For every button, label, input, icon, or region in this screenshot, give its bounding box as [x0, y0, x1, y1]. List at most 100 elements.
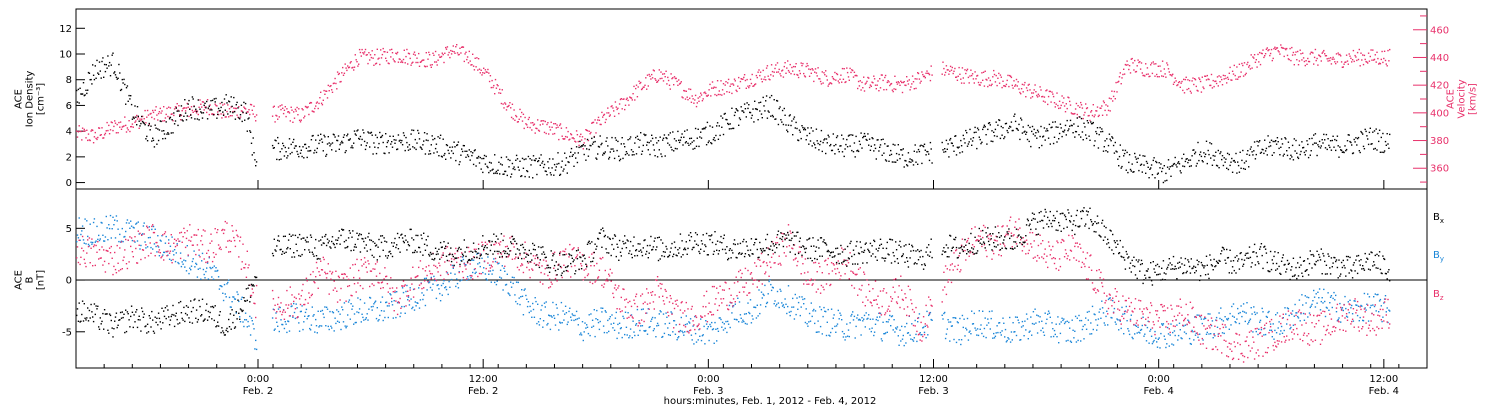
density-series-point: [1053, 136, 1056, 138]
density-series-point: [779, 106, 781, 108]
density-series-point: [208, 105, 210, 107]
by-series-point: [1123, 333, 1125, 335]
bz-series-point: [173, 242, 175, 244]
by-series-point: [905, 342, 907, 344]
density-series-point: [1335, 149, 1337, 152]
density-series-point: [773, 99, 775, 101]
density-series-point: [1193, 149, 1195, 151]
velocity-series-point: [417, 61, 419, 64]
by-series-point: [761, 297, 763, 299]
by-series-point: [608, 318, 611, 320]
velocity-series-point: [894, 75, 896, 77]
by-series-point: [679, 329, 682, 332]
density-series-point: [417, 129, 419, 132]
by-series-point: [683, 334, 685, 336]
by-series-point: [831, 327, 834, 330]
by-series-point: [293, 302, 295, 305]
by-series-point: [593, 309, 595, 311]
density-series-point: [855, 135, 857, 138]
density-series-point: [639, 139, 641, 141]
by-series-point: [1093, 313, 1095, 315]
by-series-point: [1352, 320, 1355, 322]
density-series-point: [1204, 155, 1206, 158]
by-series-point: [437, 284, 439, 286]
bz-series-point: [222, 232, 225, 235]
density-series-point: [513, 166, 515, 168]
velocity-series-point: [776, 71, 778, 73]
velocity-series-point: [423, 59, 425, 61]
by-series-point: [369, 297, 372, 299]
velocity-series-point: [881, 74, 883, 76]
velocity-series-point: [777, 71, 780, 73]
density-series-point: [1236, 172, 1238, 174]
velocity-series-point: [814, 68, 817, 70]
velocity-series-point: [824, 74, 826, 76]
velocity-series-point: [454, 52, 456, 54]
density-series-point: [336, 139, 338, 142]
velocity-series-point: [722, 83, 725, 85]
by-series-point: [1147, 320, 1149, 322]
velocity-series-point: [110, 121, 112, 123]
velocity-series-point: [872, 82, 874, 84]
velocity-series-point: [1271, 59, 1273, 62]
density-series-point: [1130, 170, 1132, 172]
density-series-point: [299, 152, 302, 154]
by-series-point: [964, 335, 966, 337]
density-series-point: [123, 78, 125, 81]
density-series-point: [1185, 158, 1187, 160]
density-series-point: [355, 134, 357, 136]
by-series-point: [1149, 330, 1151, 332]
velocity-series-point: [279, 105, 281, 107]
density-series-point: [572, 154, 574, 156]
velocity-series-point: [124, 116, 126, 118]
velocity-series-point: [374, 63, 377, 65]
bz-series-point: [218, 248, 221, 250]
density-series-point: [240, 104, 243, 106]
density-series-point: [583, 153, 585, 156]
velocity-series-point: [1036, 96, 1039, 98]
velocity-series-point: [1189, 90, 1192, 92]
by-series-point: [1058, 323, 1061, 325]
velocity-tick-label: 360: [1430, 164, 1449, 175]
bz-series-point: [221, 229, 223, 232]
velocity-series-point: [449, 56, 451, 59]
by-series-point: [598, 328, 601, 331]
density-series-point: [648, 141, 650, 144]
bz-series-point: [241, 261, 243, 263]
density-series-point: [197, 99, 199, 101]
density-series-point: [135, 116, 137, 118]
density-series-point: [87, 71, 90, 74]
density-series-point: [702, 128, 704, 130]
by-series-point: [135, 223, 137, 225]
density-series-point: [1380, 136, 1382, 139]
velocity-series-point: [801, 64, 803, 67]
density-series-point: [1143, 164, 1145, 166]
by-series-point: [959, 317, 961, 320]
velocity-series-point: [463, 60, 465, 63]
bz-series-point: [147, 255, 150, 257]
velocity-series-point: [892, 90, 894, 93]
density-series-point: [479, 156, 481, 159]
velocity-series-point: [1175, 80, 1177, 82]
by-series-point: [1243, 311, 1246, 313]
by-series-point: [1163, 335, 1165, 337]
density-series-point: [1059, 123, 1062, 125]
velocity-series-point: [474, 57, 476, 59]
velocity-series-point: [93, 136, 96, 138]
by-series-point: [359, 298, 362, 301]
velocity-series-point: [100, 134, 102, 136]
bz-series-point: [229, 251, 232, 253]
velocity-series-point: [555, 127, 557, 129]
density-series-point: [137, 115, 139, 117]
density-series-point: [1330, 149, 1333, 151]
density-series-point: [441, 156, 443, 158]
by-series-point: [1033, 323, 1035, 325]
density-series-point: [204, 102, 206, 104]
by-series-point: [723, 323, 725, 325]
velocity-series-point: [727, 82, 729, 84]
bz-series-point: [374, 268, 376, 270]
velocity-series-point: [924, 77, 926, 79]
density-series-point: [186, 115, 188, 117]
density-series-point: [1361, 132, 1363, 134]
